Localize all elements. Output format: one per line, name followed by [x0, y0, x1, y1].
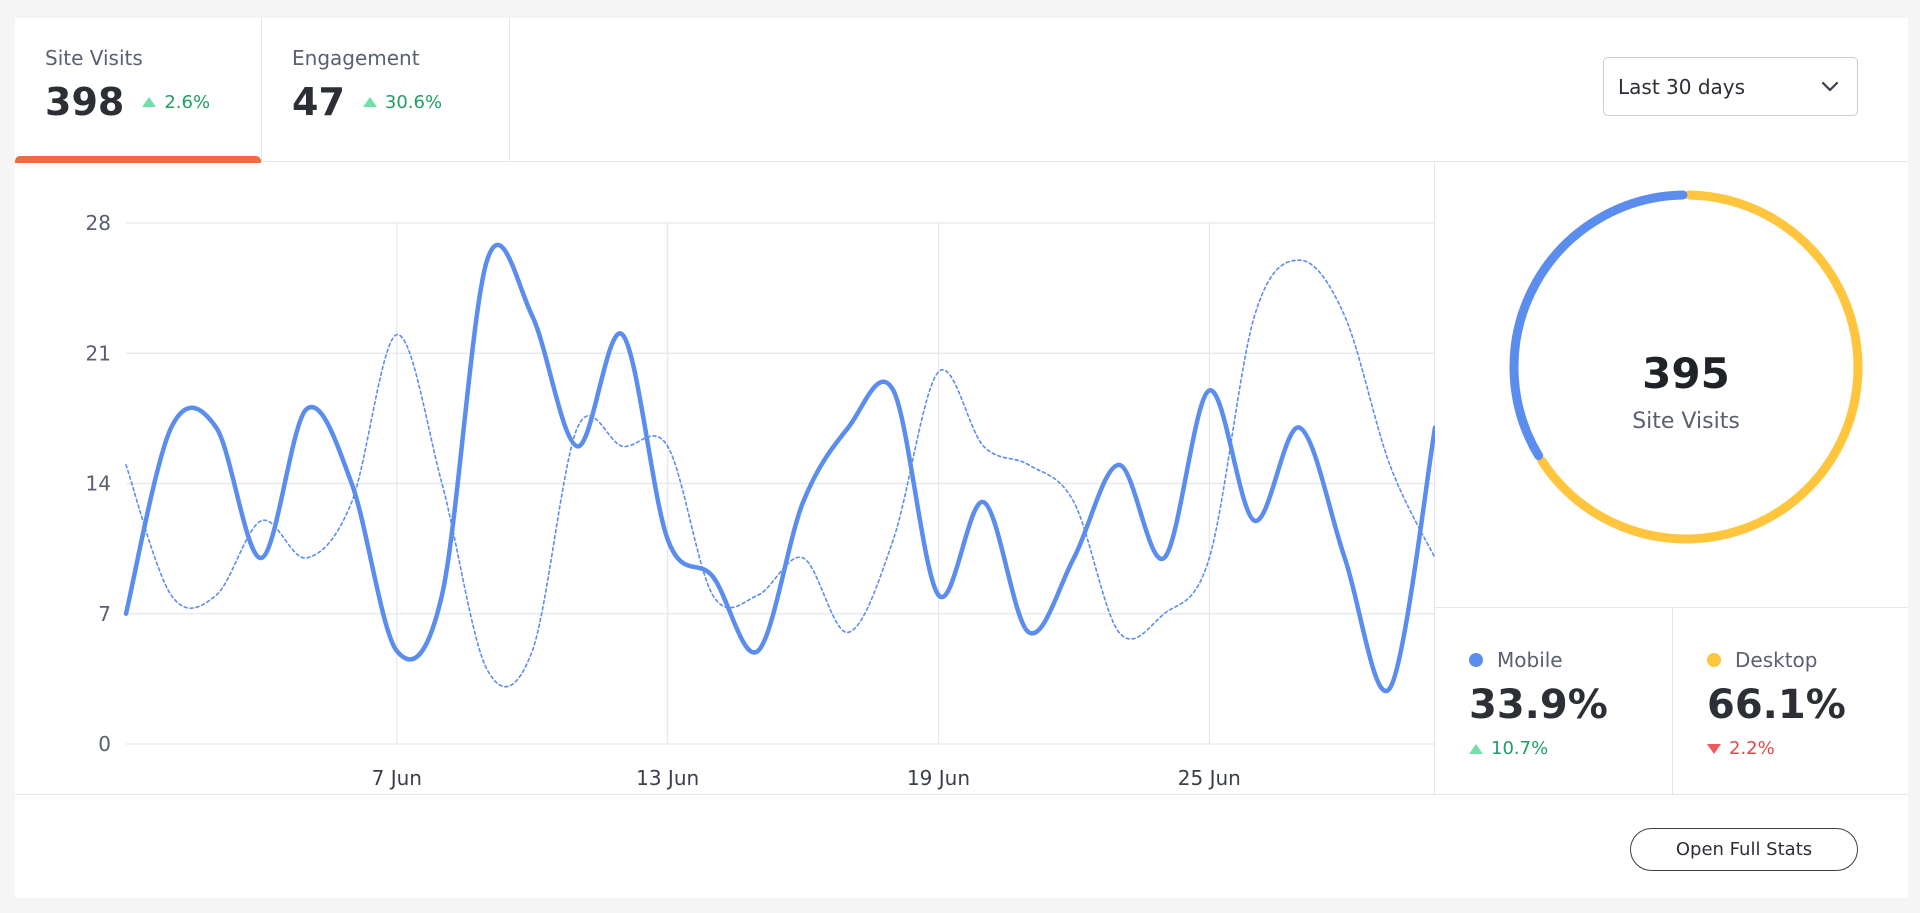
- stat-value: 66.1%: [1707, 682, 1846, 728]
- stat-value: 33.9%: [1469, 682, 1608, 728]
- tab-delta: 30.6%: [362, 91, 443, 113]
- donut-segment-desktop: [1537, 190, 1863, 544]
- series-line-dotted: [125, 259, 1436, 688]
- tab-delta: 2.6%: [142, 92, 210, 113]
- tab-label: Engagement: [292, 46, 420, 70]
- triangle-up-icon: [362, 97, 377, 107]
- device-breakdown: Mobile 33.9% 10.7% Desktop 66.1% 2.2%: [1435, 608, 1908, 794]
- y-tick-label: 21: [86, 341, 111, 365]
- tab-label: Site Visits: [45, 46, 143, 70]
- donut-segment-mobile: [1509, 190, 1688, 461]
- stats-card: Site Visits 398 2.6% Engagement 47 30.6%: [15, 18, 1908, 898]
- donut-total: 395: [1642, 349, 1730, 398]
- mobile-dot-icon: [1469, 653, 1483, 667]
- stat-delta: 2.2%: [1707, 738, 1908, 759]
- tab-delta-text: 2.6%: [164, 91, 211, 113]
- stat-mobile: Mobile 33.9% 10.7%: [1435, 608, 1673, 794]
- line-chart-svg: 0 7 14 21 28 7 Jun 13 Jun 19 Jun 25 Jun: [86, 211, 1438, 790]
- x-tick-label: 7 Jun: [372, 766, 422, 790]
- tab-site-visits[interactable]: Site Visits 398 2.6%: [15, 18, 262, 163]
- tab-delta-text: 30.6%: [384, 91, 443, 113]
- y-tick-label: 7: [98, 602, 111, 626]
- triangle-up-icon: [1469, 743, 1483, 754]
- y-tick-label: 0: [98, 732, 111, 756]
- card-footer: Open Full Stats: [15, 794, 1908, 898]
- date-range-value: Last 30 days: [1618, 74, 1746, 99]
- open-full-stats-button[interactable]: Open Full Stats: [1630, 828, 1858, 871]
- stat-delta: 10.7%: [1469, 738, 1672, 759]
- stat-label: Desktop: [1735, 648, 1818, 672]
- line-chart: 0 7 14 21 28 7 Jun 13 Jun 19 Jun 25 Jun: [15, 162, 1438, 794]
- donut-chart: 395 Site Visits: [1509, 190, 1863, 544]
- y-tick-label: 28: [86, 211, 111, 235]
- tab-value: 47: [292, 80, 345, 124]
- x-tick-label: 19 Jun: [907, 766, 970, 790]
- active-tab-indicator: [15, 156, 261, 163]
- chevron-down-icon: [1821, 81, 1839, 91]
- triangle-down-icon: [1707, 743, 1721, 754]
- stat-desktop: Desktop 66.1% 2.2%: [1673, 608, 1908, 794]
- stat-delta-text: 10.7%: [1491, 738, 1549, 759]
- series-line-solid: [123, 242, 1438, 694]
- donut-label: Site Visits: [1632, 409, 1740, 434]
- triangle-up-icon: [142, 97, 157, 107]
- stat-delta-text: 2.2%: [1729, 738, 1775, 759]
- date-range-select[interactable]: Last 30 days: [1603, 57, 1858, 116]
- stat-label: Mobile: [1497, 648, 1563, 672]
- tab-engagement[interactable]: Engagement 47 30.6%: [262, 18, 510, 162]
- x-tick-label: 13 Jun: [636, 766, 699, 790]
- y-tick-label: 14: [86, 472, 111, 496]
- x-tick-label: 25 Jun: [1178, 766, 1241, 790]
- desktop-dot-icon: [1707, 653, 1721, 667]
- metric-tabs: Site Visits 398 2.6% Engagement 47 30.6%: [15, 18, 1908, 163]
- tab-value: 398: [45, 80, 125, 124]
- donut-panel: 395 Site Visits: [1435, 162, 1908, 608]
